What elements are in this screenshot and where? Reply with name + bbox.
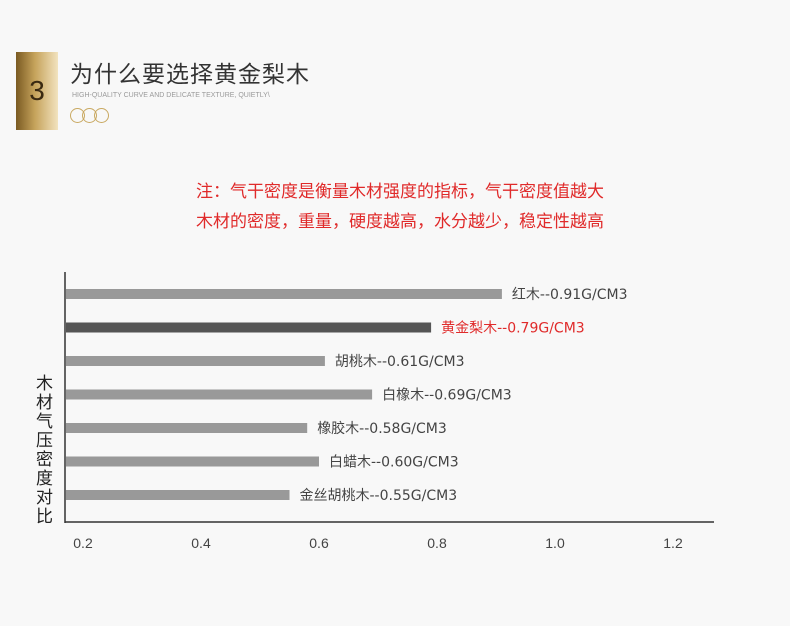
bar-红木	[66, 289, 502, 299]
x-tick-label: 1.2	[663, 535, 683, 551]
bar-橡胶木	[66, 423, 308, 433]
section-subtitle: HIGH-QUALITY CURVE AND DELICATE TEXTURE,…	[72, 92, 270, 99]
bar-label: 胡桃木--0.61G/CM3	[335, 354, 465, 370]
section-number: 3	[29, 75, 45, 106]
x-tick-label: 1.0	[545, 535, 565, 551]
bar-label: 金丝胡桃木--0.55G/CM3	[300, 488, 458, 504]
x-tick-label: 0.8	[427, 535, 447, 551]
bar-胡桃木	[66, 356, 325, 366]
bar-白橡木	[66, 389, 373, 400]
x-tick-label: 0.4	[191, 535, 211, 551]
bar-label: 红木--0.91G/CM3	[512, 287, 628, 303]
section-number-badge: 3	[16, 52, 58, 130]
decorative-rings	[70, 108, 109, 123]
x-tick-label: 0.2	[73, 535, 93, 551]
section-title: 为什么要选择黄金梨木	[70, 62, 310, 88]
y-axis-label: 木材气压密度对比	[36, 374, 53, 527]
bar-label: 白蜡木--0.60G/CM3	[329, 455, 459, 471]
ring-icon	[94, 108, 109, 123]
bar-黄金梨木	[66, 322, 432, 333]
bar-label: 黄金梨木--0.79G/CM3	[441, 320, 585, 337]
note-line-1: 注：气干密度是衡量木材强度的指标，气干密度值越大	[196, 182, 604, 202]
bar-label: 橡胶木--0.58G/CM3	[317, 420, 447, 437]
x-tick-label: 0.6	[309, 535, 329, 551]
bar-白蜡木	[66, 456, 319, 467]
bar-label: 白橡木--0.69G/CM3	[382, 388, 512, 404]
note-line-2: 木材的密度，重量，硬度越高，水分越少，稳定性越高	[196, 212, 604, 232]
bar-金丝胡桃木	[66, 490, 290, 500]
